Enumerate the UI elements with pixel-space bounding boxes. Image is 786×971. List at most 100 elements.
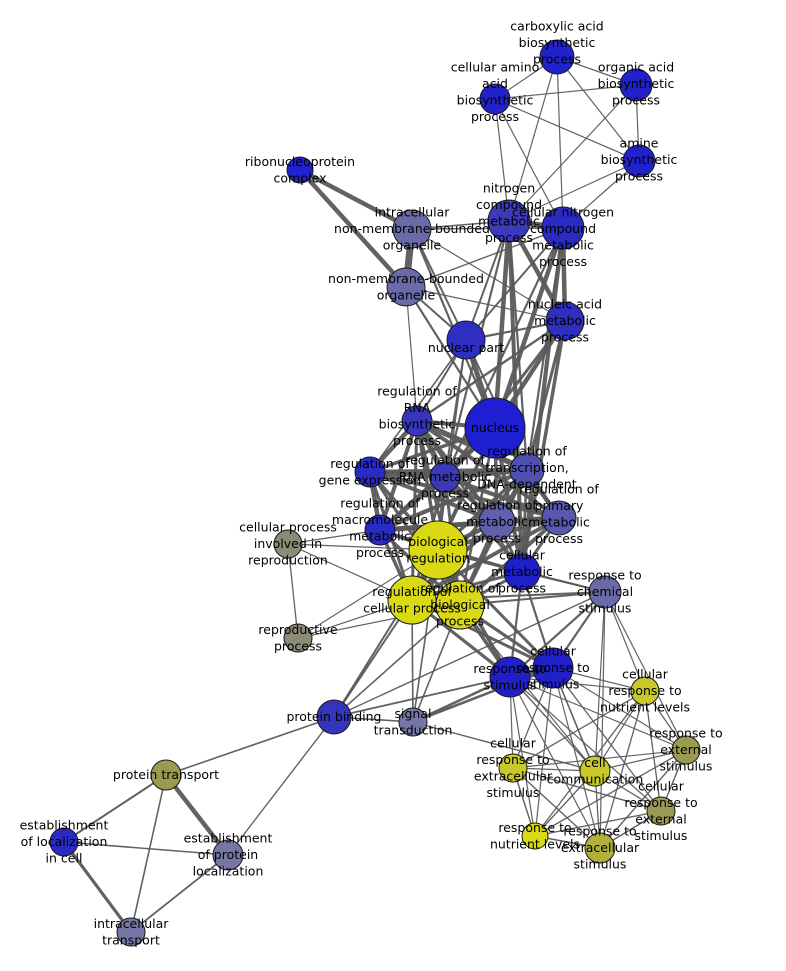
graph-node-protein-transport[interactable] [150, 759, 182, 791]
graph-edge [509, 676, 662, 812]
graph-node-response-to-stimulus[interactable] [489, 656, 531, 698]
graph-edge [509, 676, 687, 751]
graph-node-response-to-nutrient-levels[interactable] [521, 822, 549, 850]
nodes-layer[interactable] [49, 39, 701, 947]
graph-edge [552, 667, 687, 751]
graph-edge [594, 690, 646, 772]
graph-node-biological-regulation[interactable] [408, 520, 468, 580]
graph-node-regulation-of-rna-metabolic-process[interactable] [429, 461, 461, 493]
graph-edge [287, 529, 381, 545]
graph-edge [130, 774, 167, 933]
graph-edge [509, 676, 596, 772]
graph-node-regulation-of-biological-process[interactable] [435, 580, 485, 630]
graph-node-cellular-response-to-external-stimulus[interactable] [646, 796, 676, 826]
graph-node-nucleic-acid-metabolic-process[interactable] [545, 301, 585, 341]
graph-edge [556, 56, 564, 229]
graph-node-non-membrane-bounded-organelle[interactable] [386, 267, 426, 307]
graph-edge [494, 98, 640, 162]
graph-node-regulation-of-macromolecule-metabolic-process[interactable] [364, 514, 396, 546]
graph-edge [512, 767, 601, 849]
graph-edge [227, 716, 335, 856]
graph-node-cellular-process-involved-in-reproduction[interactable] [273, 529, 303, 559]
graph-edge [411, 598, 554, 670]
graph-edge [465, 227, 564, 341]
graph-edge [130, 854, 229, 933]
graph-edge [63, 774, 167, 843]
graph-edge [509, 676, 601, 849]
graph-node-regulation-of-primary-metabolic-process[interactable] [541, 500, 577, 536]
graph-edge [412, 721, 596, 772]
graph-edge [333, 604, 461, 718]
graph-node-nitrogen-compound-metabolic-process[interactable] [487, 199, 531, 243]
graph-node-establishment-of-localization-in-cell[interactable] [49, 827, 79, 857]
graph-edge [552, 667, 662, 812]
graph-node-reproductive-process[interactable] [283, 623, 313, 653]
graph-node-response-to-extracellular-stimulus[interactable] [584, 832, 616, 864]
graph-edge [594, 749, 687, 772]
graph-edge [552, 667, 601, 849]
graph-edge [165, 716, 335, 776]
graph-node-nuclear-part[interactable] [446, 320, 486, 360]
graph-edge [333, 591, 606, 718]
graph-edge [534, 810, 662, 837]
graph-node-establishment-of-protein-localization[interactable] [212, 839, 244, 871]
graph-edge [604, 591, 687, 751]
graph-edge [494, 98, 564, 229]
graph-edge [509, 676, 646, 692]
graph-edge [599, 591, 606, 849]
graph-node-cellular-nitrogen-compound-metabolic-process[interactable] [541, 206, 585, 250]
graph-edge [379, 468, 528, 532]
graph-node-nucleus[interactable] [464, 397, 526, 459]
graph-node-response-to-external-stimulus[interactable] [671, 735, 701, 765]
graph-node-ribonucleoprotein-complex[interactable] [286, 156, 314, 184]
graph-node-regulation-of-rna-biosynthetic-process[interactable] [401, 405, 433, 437]
graph-edge [644, 690, 662, 812]
graph-edge [298, 168, 414, 231]
graph-node-intracellular-non-membrane-bounded-organelle[interactable] [392, 209, 432, 249]
graph-node-cell-communication[interactable] [579, 755, 611, 787]
graph-edge [63, 841, 229, 856]
graph-edge [416, 320, 566, 422]
graph-node-intracellular-transport[interactable] [116, 917, 146, 947]
graph-edge [508, 84, 637, 222]
graph-node-regulation-of-cellular-process[interactable] [387, 575, 437, 625]
graph-node-amine-biosynthetic-process[interactable] [622, 144, 656, 178]
graph-edge [411, 227, 564, 230]
graph-edge [298, 168, 408, 289]
graph-node-regulation-of-metabolic-process[interactable] [478, 503, 516, 541]
graph-edge [534, 667, 554, 837]
graph-edge [509, 591, 606, 678]
graph-edge [62, 841, 133, 933]
graph-node-regulation-of-transcription-dna-dependent[interactable] [509, 452, 545, 488]
graph-edge [519, 227, 566, 573]
graph-node-cellular-response-to-extracellular-stimulus[interactable] [498, 753, 528, 783]
graph-node-cellular-response-to-stimulus[interactable] [532, 647, 574, 689]
graph-node-carboxylic-acid-biosynthetic-process[interactable] [539, 39, 575, 75]
graph-edge [509, 676, 536, 837]
graph-edge [494, 84, 637, 100]
graph-node-protein-binding[interactable] [316, 699, 352, 735]
graph-edge [411, 228, 566, 322]
graph-edge [444, 227, 564, 478]
graph-edge [604, 591, 646, 692]
graph-edge [512, 767, 662, 812]
graph-edge [410, 420, 419, 601]
graph-node-organic-acid-biosynthetic-process[interactable] [619, 68, 653, 102]
graph-edge [411, 516, 560, 602]
graph-edge [556, 56, 640, 162]
graph-edge [525, 320, 567, 471]
graph-edge [287, 543, 299, 639]
graph-node-cellular-amino-acid-biosynthetic-process[interactable] [479, 83, 511, 115]
graph-edge [492, 220, 512, 429]
graph-edge [508, 56, 558, 222]
graph-node-cellular-metabolic-process[interactable] [503, 553, 541, 591]
graph-edge [599, 749, 687, 849]
graph-edge [444, 475, 560, 520]
graph-node-cellular-response-to-nutrient-levels[interactable] [630, 676, 660, 706]
graph-node-signal-transduction[interactable] [398, 707, 428, 737]
graph-node-response-to-chemical-stimulus[interactable] [588, 575, 622, 609]
graph-node-regulation-of-gene-expression[interactable] [354, 456, 386, 488]
graph-edge [405, 286, 566, 322]
